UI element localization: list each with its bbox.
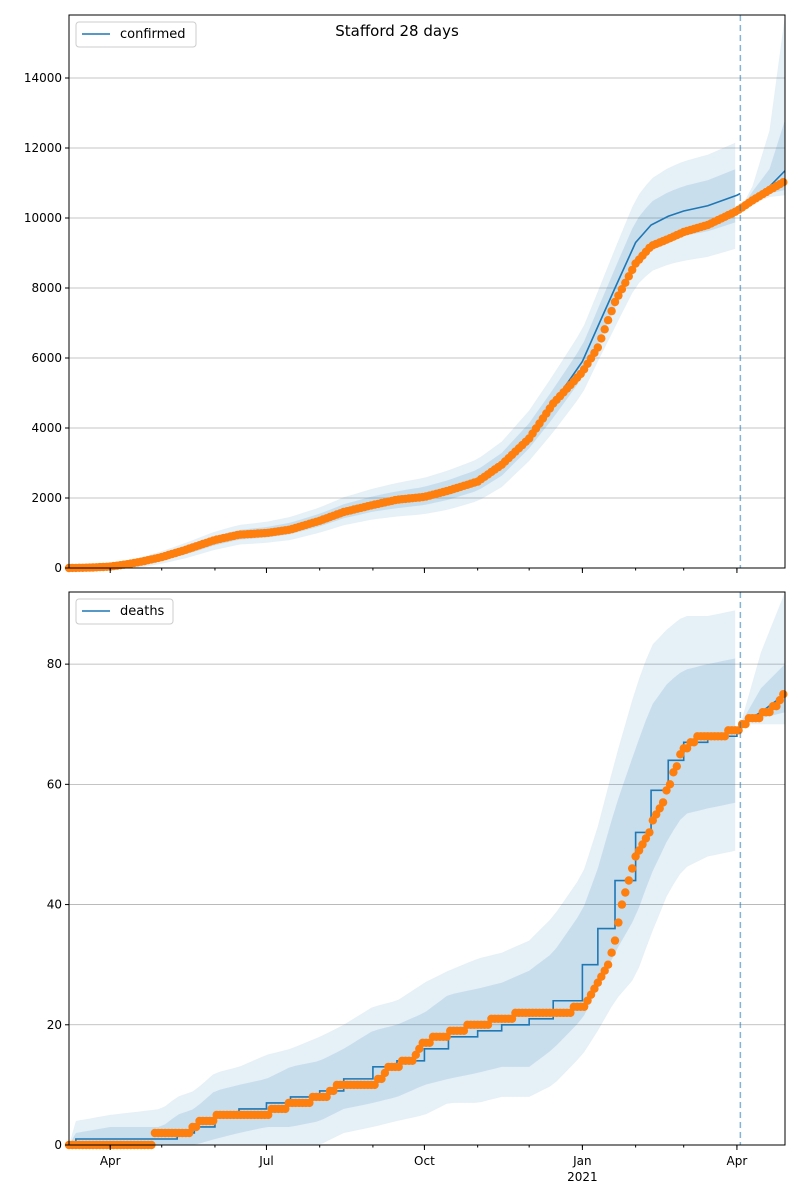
observed-point: [614, 291, 623, 300]
y-tick-label: 6000: [31, 351, 62, 365]
confirmed-legend: confirmed: [75, 21, 197, 48]
y-tick-label: 20: [47, 1018, 62, 1032]
deaths-panel: 0 20 40 60 80 Apr Jul Oct Jan 2021 Apr deaths: [47, 591, 788, 1184]
uncertainty-band: [69, 658, 736, 1145]
observed-point: [600, 325, 609, 334]
observed-point: [617, 900, 627, 909]
observed-point: [624, 272, 633, 281]
observed-point: [628, 265, 637, 275]
x-tick-year-label: 2021: [567, 1170, 598, 1184]
observed-point: [662, 786, 671, 795]
observed-point: [665, 780, 675, 789]
confirmed-x-axis: [109, 568, 738, 573]
uncertainty-band: [69, 169, 736, 569]
deaths-legend: deaths: [75, 598, 174, 625]
y-tick-label: 0: [54, 561, 62, 575]
y-tick-label: 8000: [31, 281, 62, 295]
deaths-uncertainty-bands: [69, 592, 785, 1145]
confirmed-plot-frame: [68, 14, 786, 569]
x-tick-label: Apr: [100, 1154, 121, 1168]
x-tick-label: Jul: [258, 1154, 273, 1168]
observed-point: [617, 285, 627, 294]
observed-point: [624, 876, 633, 885]
confirmed-uncertainty-bands: [69, 15, 785, 569]
y-tick-label: 2000: [31, 491, 62, 505]
observed-point: [597, 334, 606, 343]
observed-point: [579, 1002, 589, 1011]
y-tick-label: 10000: [24, 211, 62, 225]
observed-point: [628, 864, 637, 873]
observed-point: [593, 343, 602, 352]
x-tick-label: Oct: [414, 1154, 435, 1168]
deaths-grid: [69, 663, 785, 1026]
deaths-plot-frame: [68, 591, 786, 1146]
observed-point: [209, 1116, 218, 1126]
x-tick-label: Jan: [572, 1154, 592, 1168]
observed-point: [607, 306, 616, 316]
observed-point: [645, 828, 654, 837]
observed-point: [621, 278, 630, 287]
confirmed-y-axis: 0 2000 4000 6000 8000 10000 12000 14000: [24, 71, 69, 575]
deaths-x-axis: Apr Jul Oct Jan 2021 Apr: [100, 1145, 748, 1184]
observed-point: [638, 840, 647, 849]
legend-box: [75, 598, 174, 625]
y-tick-label: 14000: [24, 71, 62, 85]
confirmed-grid: [69, 77, 785, 499]
y-tick-label: 0: [54, 1138, 62, 1152]
observed-point: [607, 948, 616, 957]
observed-point: [610, 936, 620, 945]
deaths-y-axis: 0 20 40 60 80: [47, 657, 69, 1152]
observed-point: [394, 1062, 403, 1072]
observed-point: [603, 316, 613, 325]
observed-point: [621, 888, 630, 897]
observed-point: [658, 798, 668, 807]
observed-point: [603, 960, 613, 969]
observed-point: [779, 178, 788, 187]
y-tick-label: 12000: [24, 141, 62, 155]
observed-point: [614, 918, 623, 927]
y-tick-label: 40: [47, 898, 62, 912]
x-tick-label: Apr: [727, 1154, 748, 1168]
observed-point: [779, 690, 788, 699]
legend-label: confirmed: [120, 27, 186, 42]
y-tick-label: 80: [47, 657, 62, 671]
chart-title: Stafford 28 days: [335, 22, 459, 40]
observed-point: [610, 297, 620, 307]
observed-point: [672, 762, 681, 771]
forecast-band: [740, 592, 785, 725]
confirmed-panel: 0 2000 4000 6000 8000 10000 12000 14000 confirm…: [24, 14, 788, 575]
uncertainty-band: [69, 142, 736, 569]
legend-label: deaths: [120, 604, 165, 619]
y-tick-label: 60: [47, 777, 62, 791]
forecast-band: [740, 15, 785, 211]
y-tick-label: 4000: [31, 421, 62, 435]
legend-box: [75, 21, 197, 48]
